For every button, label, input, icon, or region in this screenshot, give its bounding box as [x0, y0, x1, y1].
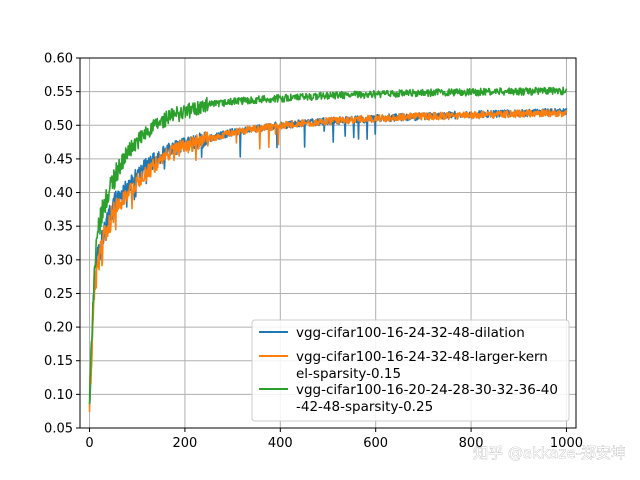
legend-label: vgg-cifar100-16-24-32-48-larger-kern	[296, 349, 548, 365]
x-tick-label: 600	[363, 436, 388, 451]
legend-label: -42-48-sparsity-0.25	[296, 399, 433, 415]
plot-frame	[79, 57, 577, 429]
y-tick-label: 0.45	[44, 152, 73, 167]
legend-entry: vgg-cifar100-16-20-24-28-30-32-36-40-42-…	[259, 382, 558, 415]
x-tick-label: 400	[268, 436, 293, 451]
y-tick-label: 0.50	[44, 119, 73, 134]
series-layer	[88, 86, 568, 413]
y-tick-label: 0.20	[44, 321, 73, 336]
y-tick-label: 0.40	[44, 186, 73, 201]
series-line	[88, 86, 568, 405]
x-tick-label: 200	[173, 436, 198, 451]
y-tick-label: 0.60	[44, 52, 73, 67]
legend-entry: vgg-cifar100-16-24-32-48-larger-kernel-s…	[259, 349, 548, 382]
y-tick-label: 0.25	[44, 287, 73, 302]
legend-box	[251, 319, 570, 422]
watermark: 知乎 @akkaze-郑安坤	[473, 444, 626, 462]
legend-label: vgg-cifar100-16-20-24-28-30-32-36-40	[296, 382, 558, 398]
legend-label: el-sparsity-0.15	[296, 366, 401, 382]
legend: vgg-cifar100-16-24-32-48-dilation vgg-cif…	[251, 319, 570, 422]
x-tick-label: 1000	[550, 436, 583, 451]
y-tick-label: 0.30	[44, 253, 73, 268]
x-tick-label: 0	[85, 436, 93, 451]
legend-entry: vgg-cifar100-16-24-32-48-dilation	[259, 325, 525, 341]
x-tick-label: 800	[459, 436, 484, 451]
y-tick-label: 0.15	[44, 354, 73, 369]
y-tick-label: 0.35	[44, 220, 73, 235]
y-tick-label: 0.55	[44, 85, 73, 100]
legend-label: vgg-cifar100-16-24-32-48-dilation	[296, 325, 525, 341]
series-line	[88, 108, 568, 413]
y-tick-label: 0.10	[44, 388, 73, 403]
y-tick-label: 0.05	[44, 422, 73, 437]
axes: 0 200 400 600 800 1000 0.05 0.10 0.15 0.20 0.25 0.3…	[44, 52, 583, 452]
